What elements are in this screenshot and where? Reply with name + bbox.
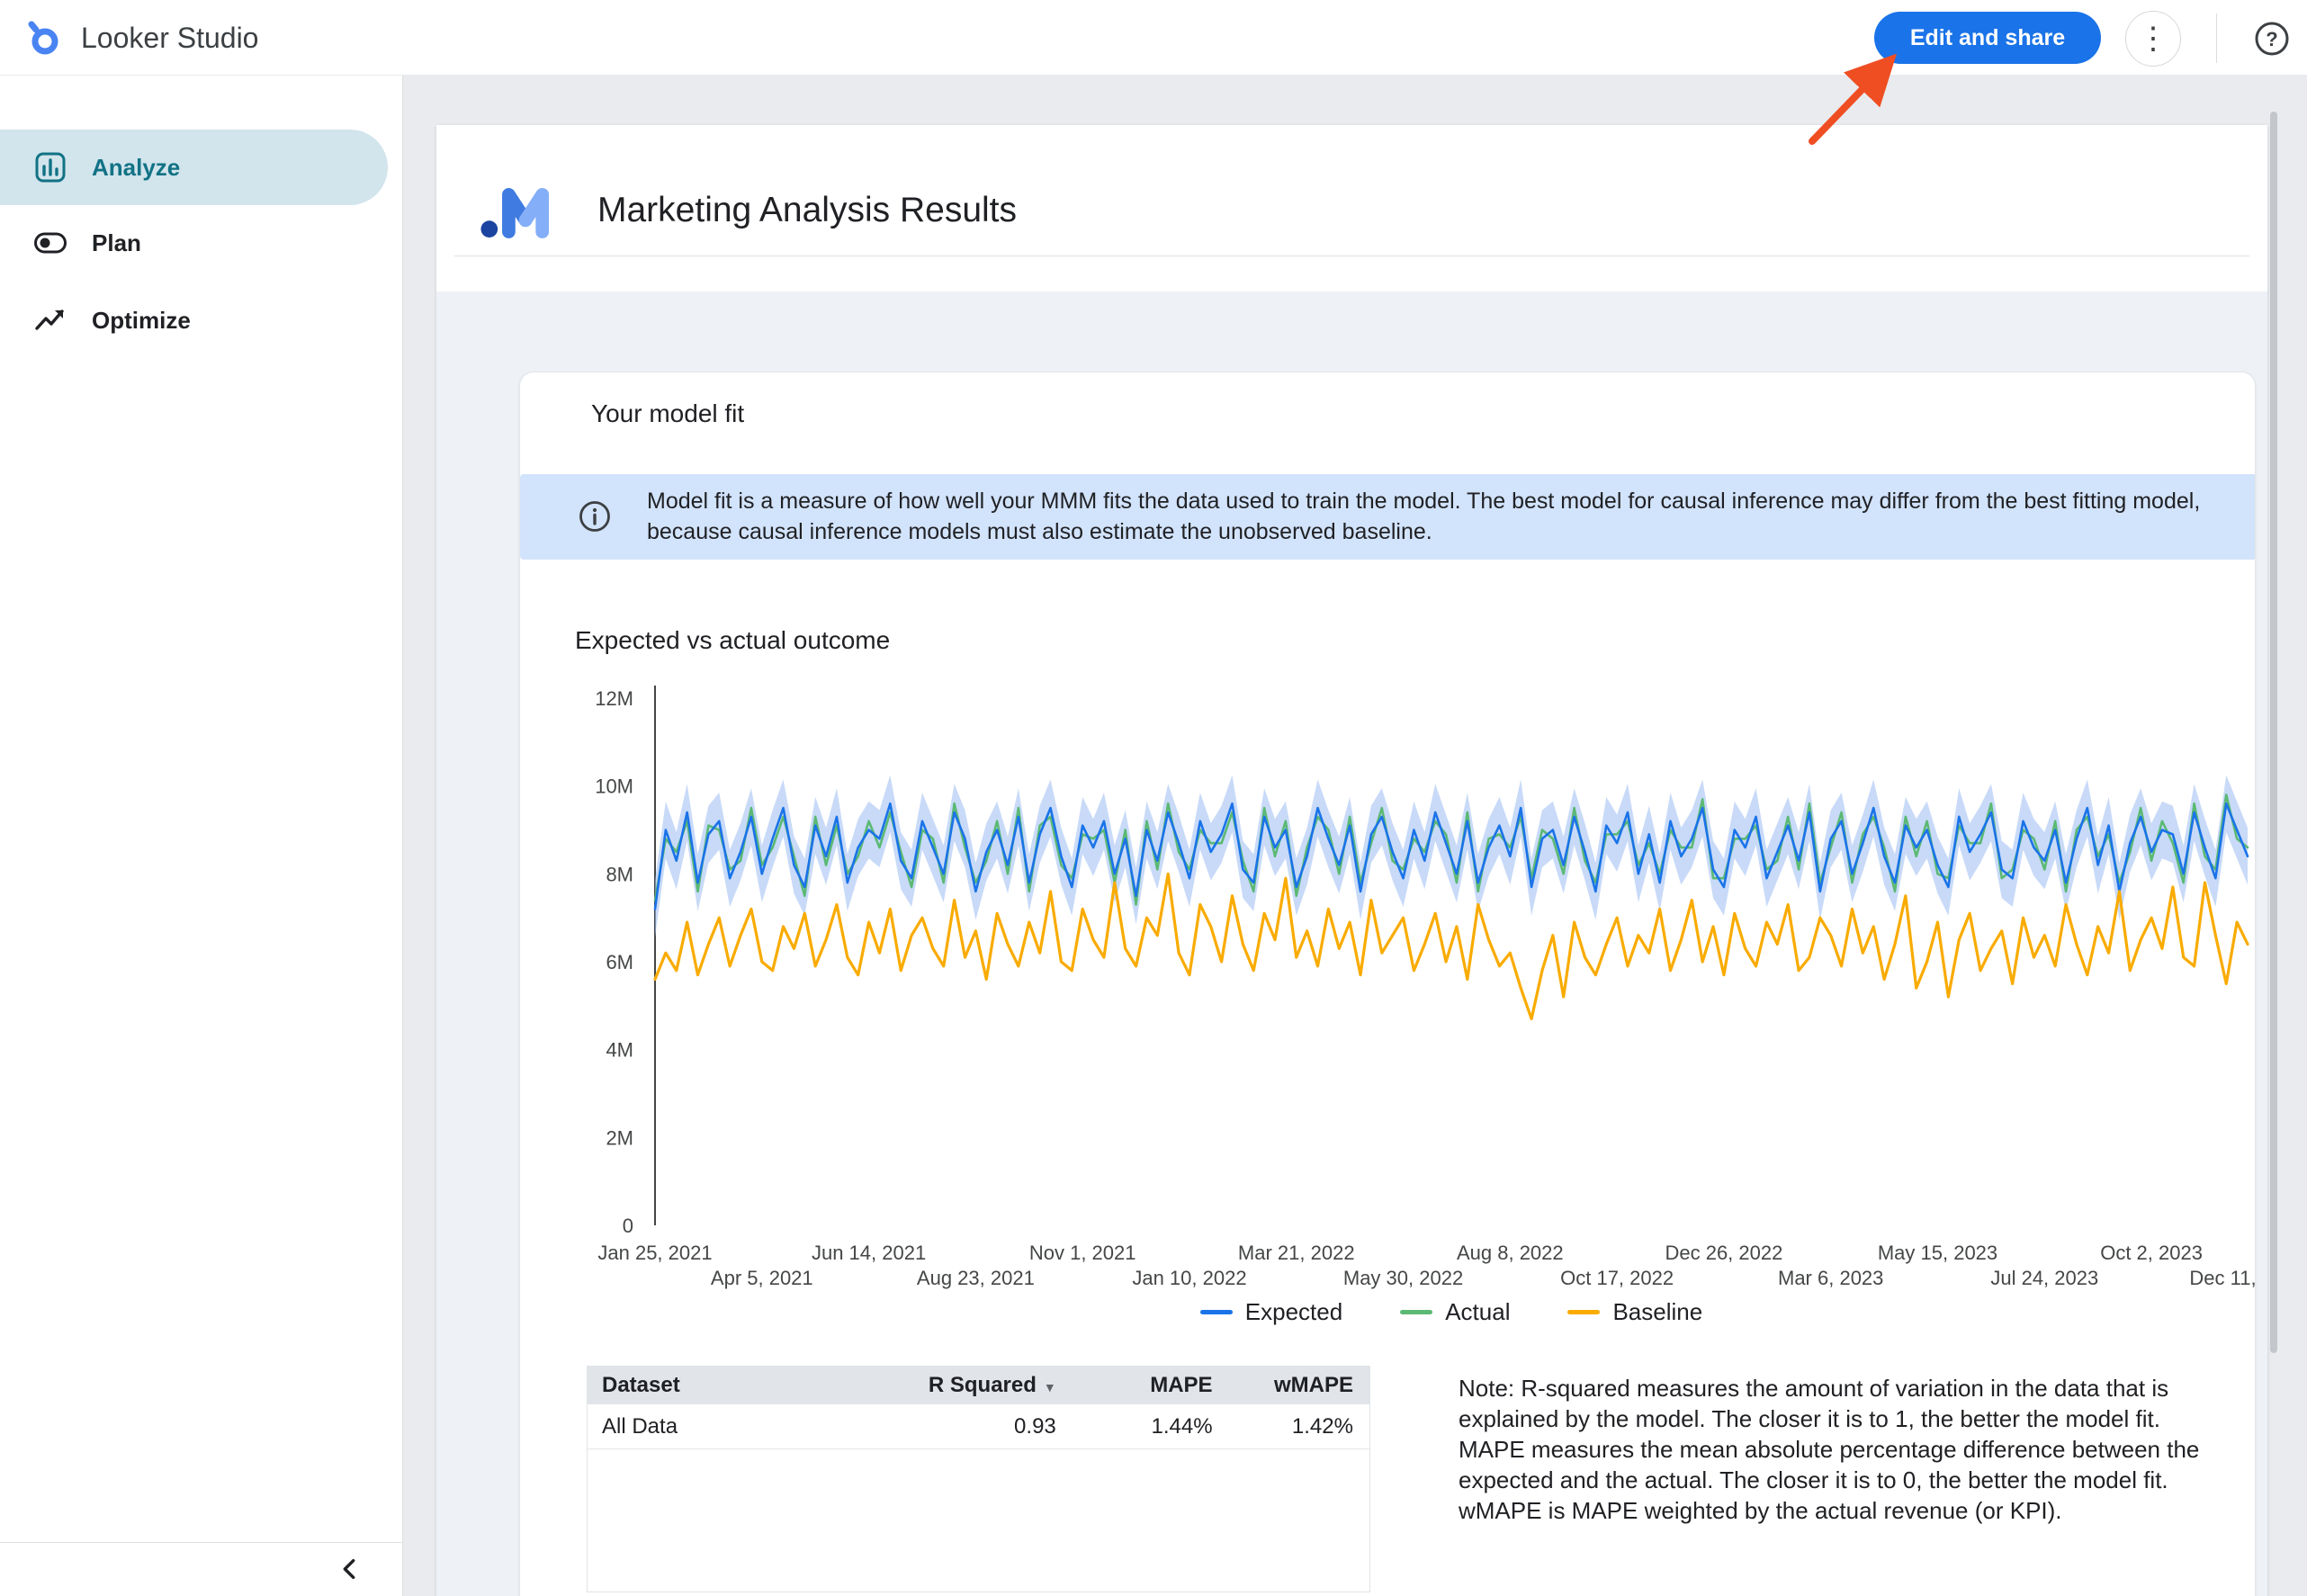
legend-item-baseline: Baseline — [1567, 1298, 1702, 1326]
plan-toggle-icon — [34, 232, 67, 254]
svg-text:10M: 10M — [595, 776, 633, 798]
svg-text:4M: 4M — [606, 1039, 633, 1062]
cell-dataset: All Data — [602, 1413, 678, 1439]
info-icon — [579, 501, 610, 532]
svg-text:Jan 10, 2022: Jan 10, 2022 — [1132, 1267, 1246, 1289]
app-header: Looker Studio Edit and share ⋮ ? — [0, 0, 2307, 76]
chart-title: Expected vs actual outcome — [575, 626, 891, 654]
app-title: Looker Studio — [81, 21, 259, 54]
svg-text:Nov 1, 2021: Nov 1, 2021 — [1029, 1242, 1136, 1264]
legend-item-expected: Expected — [1199, 1297, 1343, 1326]
legend-item-actual: Actual — [1400, 1298, 1510, 1326]
svg-text:Mar 6, 2023: Mar 6, 2023 — [1778, 1267, 1883, 1289]
column-header-wmape[interactable]: wMAPE — [1273, 1373, 1353, 1397]
metrics-note: Note: R-squared measures the amount of v… — [1459, 1375, 2200, 1524]
svg-text:2M: 2M — [606, 1126, 633, 1149]
svg-text:8M: 8M — [606, 863, 633, 885]
looker-logo-icon — [28, 21, 58, 55]
svg-text:May 30, 2022: May 30, 2022 — [1343, 1267, 1463, 1289]
cell-mape: 1.44% — [1151, 1413, 1213, 1439]
sidebar: Analyze Plan Optimize — [0, 76, 403, 1596]
legend-label: Actual — [1445, 1297, 1511, 1325]
table-row: All Data 0.93 1.44% 1.42% — [588, 1404, 1369, 1449]
page-title: Marketing Analysis Results — [597, 191, 1018, 229]
svg-text:?: ? — [2266, 28, 2277, 50]
legend-label: Expected — [1244, 1297, 1343, 1325]
report-canvas: Marketing Analysis Results Your model fi… — [403, 76, 2307, 1596]
svg-text:Aug 23, 2021: Aug 23, 2021 — [917, 1267, 1035, 1289]
kebab-menu-icon: ⋮ — [2138, 22, 2168, 56]
svg-text:Dec 11, 2023: Dec 11, 2023 — [2189, 1267, 2256, 1289]
sidebar-item-plan[interactable]: Plan — [0, 205, 388, 281]
chart-legend: Expected Actual Baseline — [655, 1292, 2248, 1331]
svg-text:Dec 26, 2022: Dec 26, 2022 — [1665, 1242, 1782, 1264]
info-banner: Model fit is a measure of how well your … — [520, 474, 2255, 560]
table-empty-area — [588, 1449, 1369, 1592]
cell-wmape: 1.42% — [1291, 1413, 1353, 1439]
help-button[interactable]: ? — [2253, 20, 2291, 58]
cell-r-squared: 0.93 — [1014, 1413, 1056, 1439]
svg-text:Mar 21, 2022: Mar 21, 2022 — [1238, 1242, 1355, 1264]
svg-text:12M: 12M — [595, 687, 633, 710]
svg-text:Jun 14, 2021: Jun 14, 2021 — [812, 1242, 926, 1264]
more-options-button[interactable]: ⋮ — [2125, 11, 2181, 67]
svg-text:May 15, 2023: May 15, 2023 — [1878, 1242, 1997, 1264]
sidebar-footer — [0, 1542, 403, 1596]
svg-text:Apr 5, 2021: Apr 5, 2021 — [711, 1267, 813, 1289]
sidebar-item-label: Analyze — [92, 153, 181, 181]
marketing-logo-icon — [480, 187, 550, 238]
svg-text:0: 0 — [623, 1215, 633, 1237]
sidebar-item-analyze[interactable]: Analyze — [0, 130, 388, 205]
actual-line-swatch — [1400, 1309, 1433, 1314]
sidebar-item-label: Plan — [92, 229, 141, 256]
sidebar-item-label: Optimize — [92, 306, 191, 334]
report-header: Marketing Analysis Results — [436, 125, 2267, 256]
column-header-r-squared[interactable]: R Squared ▼ — [928, 1373, 1056, 1397]
column-header-dataset[interactable]: Dataset — [602, 1373, 680, 1397]
help-icon: ? — [2255, 22, 2289, 56]
vertical-scrollbar[interactable] — [2267, 76, 2279, 1596]
sort-descending-icon: ▼ — [1043, 1380, 1056, 1394]
legend-label: Baseline — [1612, 1297, 1703, 1325]
analyze-chart-icon — [35, 152, 66, 183]
report-page: Marketing Analysis Results Your model fi… — [436, 125, 2267, 1596]
optimize-trending-up-icon — [35, 309, 64, 330]
column-header-mape[interactable]: MAPE — [1150, 1373, 1213, 1397]
card-title: Your model fit — [591, 399, 745, 427]
model-fit-table: Dataset R Squared ▼ MAPE wMAPE All Data 0… — [587, 1366, 1370, 1592]
expected-line-swatch — [1199, 1309, 1233, 1314]
svg-text:Aug 8, 2022: Aug 8, 2022 — [1457, 1242, 1564, 1264]
svg-text:Jan 25, 2021: Jan 25, 2021 — [597, 1242, 712, 1264]
collapse-sidebar-button[interactable] — [335, 1554, 367, 1586]
svg-text:6M: 6M — [606, 951, 633, 973]
svg-text:Jul 24, 2023: Jul 24, 2023 — [1990, 1267, 2098, 1289]
model-fit-card: Your model fit Model fit is a measure of… — [519, 372, 2256, 1596]
chevron-left-icon — [343, 1558, 355, 1579]
model-fit-chart: 0 2M 4M 6M 8M 10M 12M Jan 25, 2021 Apr 5, 2021 Ju… — [595, 686, 2256, 1289]
scrollbar-thumb[interactable] — [2270, 112, 2277, 1353]
model-fit-section: Your model fit Model fit is a measure of… — [436, 291, 2267, 1596]
table-header-row: Dataset R Squared ▼ MAPE wMAPE — [588, 1367, 1369, 1404]
info-banner-text: Model fit is a measure of how well your … — [647, 489, 2201, 544]
brand: Looker Studio — [23, 0, 258, 76]
baseline-line-swatch — [1567, 1309, 1601, 1314]
sidebar-item-optimize[interactable]: Optimize — [0, 282, 388, 358]
edit-and-share-button[interactable]: Edit and share — [1874, 12, 2101, 64]
header-divider — [2216, 13, 2217, 63]
svg-text:Oct 2, 2023: Oct 2, 2023 — [2100, 1242, 2203, 1264]
svg-text:Oct 17, 2022: Oct 17, 2022 — [1560, 1267, 1674, 1289]
